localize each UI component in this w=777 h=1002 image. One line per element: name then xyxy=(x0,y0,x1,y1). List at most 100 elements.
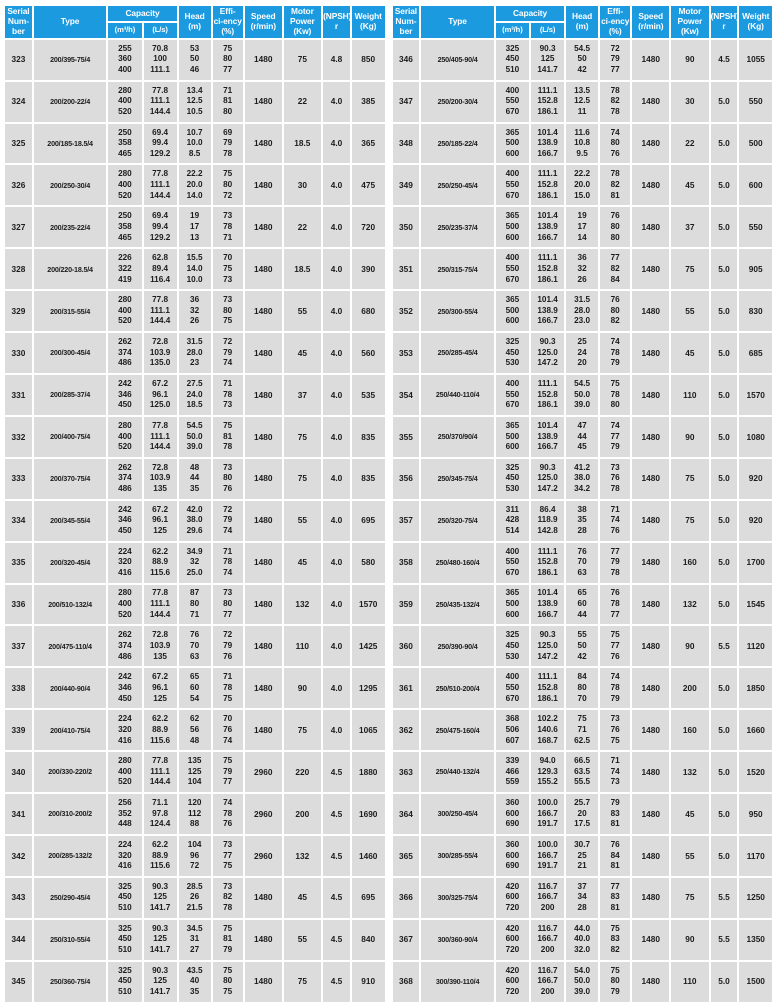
table-row[interactable]: 353 250/285-45/4 325 450 530 90.3 125.0 147.2 25… xyxy=(392,333,772,373)
cell-efficiency: 71 78 73 xyxy=(212,374,243,415)
table-body-left: 323 200/395-75/4 255 360 400 70.8 100 111.1 53 50… xyxy=(5,39,385,1002)
table-row[interactable]: 365 300/285-55/4 360 600 690 100.0 166.7 191.7 3… xyxy=(392,835,772,876)
cell-capacity-m3h: 400 550 670 xyxy=(495,374,529,415)
table-row[interactable]: 360 250/390-90/4 325 450 530 90.3 125.0 147.2 55… xyxy=(392,626,772,667)
cell-efficiency-line2: 80 xyxy=(223,473,233,483)
cell-efficiency-line2: 79 xyxy=(223,138,233,148)
table-row[interactable]: 356 250/345-75/4 325 450 530 90.3 125.0 147.2 41… xyxy=(392,458,772,499)
cell-motor-power: 90 xyxy=(671,39,709,80)
cell-capacity-m3h-line2: 450 xyxy=(118,976,132,986)
table-row[interactable]: 342 200/285-132/2 224 320 416 62.2 88.9 115.6 10… xyxy=(5,835,385,876)
header-speed-unit: (r/min) xyxy=(638,20,664,31)
cell-capacity-m3h-line3: 510 xyxy=(118,903,132,913)
table-row[interactable]: 337 200/475-110/4 262 374 486 72.8 103.9 135 76 7… xyxy=(5,626,385,667)
table-row[interactable]: 343 250/290-45/4 325 450 510 90.3 125 141.7 28.5… xyxy=(5,877,385,918)
cell-serial-number: 337 xyxy=(5,626,32,667)
table-row[interactable]: 359 250/435-132/4 365 500 600 101.4 138.9 166.7… xyxy=(392,584,772,625)
table-row[interactable]: 336 200/510-132/4 280 400 520 77.8 111.1 144.4 8… xyxy=(5,584,385,625)
cell-efficiency-line2: 80 xyxy=(223,54,233,64)
cell-capacity-ls-line3: 115.6 xyxy=(150,735,171,745)
header-serial-line1: Serial xyxy=(7,6,30,16)
table-row[interactable]: 340 200/330-220/2 280 400 520 77.8 111.1 144.4 1… xyxy=(5,752,385,793)
table-row[interactable]: 335 200/320-45/4 224 320 416 62.2 88.9 115.6 34.… xyxy=(5,542,385,583)
cell-type: 250/310-55/4 xyxy=(33,919,107,960)
cell-serial-number: 345 xyxy=(5,961,32,1002)
table-row[interactable]: 354 250/440-110/4 400 550 670 111.1 152.8 186.1… xyxy=(392,374,772,415)
table-row[interactable]: 328 200/220-18.5/4 226 322 419 62.8 89.4 116.4 1… xyxy=(5,249,385,290)
table-row[interactable]: 355 250/370/90/4 365 500 600 101.4 138.9 166.7 4… xyxy=(392,416,772,457)
cell-efficiency: 73 82 78 xyxy=(212,877,243,918)
table-row[interactable]: 364 300/250-45/4 360 600 690 100.0 166.7 191.7 2… xyxy=(392,794,772,834)
cell-capacity-m3h-line2: 550 xyxy=(505,180,520,190)
cell-efficiency: 73 80 77 xyxy=(212,584,243,625)
table-header-right: Serial Num- ber Type Capacity Head (m) E… xyxy=(392,6,772,38)
table-row[interactable]: 329 200/315-55/4 280 400 520 77.8 111.1 144.4 36… xyxy=(5,291,385,332)
cell-capacity-ls-line2: 88.9 xyxy=(152,850,169,860)
table-row[interactable]: 338 200/440-90/4 242 346 450 67.2 96.1 125 65 60 5… xyxy=(5,668,385,709)
table-row[interactable]: 357 250/320-75/4 311 428 514 86.4 118.9 142.8 38… xyxy=(392,500,772,541)
cell-head-line2: 80 xyxy=(577,682,587,692)
cell-capacity-m3h-line3: 450 xyxy=(118,400,132,410)
cell-motor-power: 90 xyxy=(671,416,709,457)
table-row[interactable]: 339 200/410-75/4 224 320 416 62.2 88.9 115.6 62 5… xyxy=(5,710,385,751)
cell-head-line2: 32 xyxy=(577,263,587,273)
cell-capacity-m3h: 325 450 510 xyxy=(108,877,142,918)
cell-capacity-ls: 69.4 99.4 129.2 xyxy=(143,207,177,248)
cell-efficiency: 79 83 81 xyxy=(600,794,631,834)
cell-capacity-ls-line2: 166.7 xyxy=(537,850,558,860)
table-row[interactable]: 341 200/310-200/2 256 352 448 71.1 97.8 124.4 12… xyxy=(5,794,385,834)
table-row[interactable]: 346 250/405-90/4 325 450 510 90.3 125 141.7 54.5… xyxy=(392,39,772,80)
table-row[interactable]: 352 250/300-55/4 365 500 600 101.4 138.9 166.7 3… xyxy=(392,291,772,332)
cell-type: 200/510-132/4 xyxy=(33,584,107,625)
cell-motor-power: 37 xyxy=(283,374,322,415)
table-row[interactable]: 349 250/250-45/4 400 550 670 111.1 152.8 186.1 2… xyxy=(392,165,772,206)
cell-efficiency-line2: 84 xyxy=(610,850,620,860)
table-row[interactable]: 326 200/250-30/4 280 400 520 77.8 111.1 144.4 22… xyxy=(5,165,385,206)
table-row[interactable]: 334 200/345-55/4 242 346 450 67.2 96.1 125 42.0 3… xyxy=(5,500,385,541)
table-row[interactable]: 332 200/400-75/4 280 400 520 77.8 111.1 144.4 54… xyxy=(5,416,385,457)
cell-head-line1: 19 xyxy=(190,211,200,221)
table-row[interactable]: 361 250/510-200/4 400 550 670 111.1 152.8 186.1… xyxy=(392,668,772,709)
table-row[interactable]: 347 250/200-30/4 400 550 670 111.1 152.8 186.1 1… xyxy=(392,81,772,122)
cell-weight: 385 xyxy=(351,81,385,122)
table-row[interactable]: 350 250/235-37/4 365 500 600 101.4 138.9 166.7 1… xyxy=(392,207,772,248)
cell-capacity-m3h-line1: 280 xyxy=(118,756,132,766)
table-row[interactable]: 325 200/185-18.5/4 250 358 465 69.4 99.4 129.2 1… xyxy=(5,123,385,164)
cell-capacity-m3h-line1: 262 xyxy=(118,337,132,347)
cell-head: 84 80 70 xyxy=(566,668,598,709)
cell-npsh: 4.0 xyxy=(323,249,350,290)
table-row[interactable]: 344 250/310-55/4 325 450 510 90.3 125 141.7 34.5… xyxy=(5,919,385,960)
cell-capacity-ls-line2: 125 xyxy=(540,54,555,64)
table-row[interactable]: 345 250/360-75/4 325 450 510 90.3 125 141.7 43.5… xyxy=(5,961,385,1002)
cell-capacity-ls-line3: 186.1 xyxy=(537,567,558,577)
cell-type: 250/285-45/4 xyxy=(421,333,494,373)
cell-head-line3: 13 xyxy=(190,232,200,242)
cell-capacity-m3h-line1: 325 xyxy=(505,337,520,347)
cell-speed: 1480 xyxy=(632,835,670,876)
cell-weight: 390 xyxy=(351,249,385,290)
cell-capacity-ls-line2: 111.1 xyxy=(150,96,170,106)
table-row[interactable]: 333 200/370-75/4 262 374 486 72.8 103.9 135 48 44… xyxy=(5,458,385,499)
table-row[interactable]: 367 300/360-90/4 420 600 720 116.7 166.7 200 44.… xyxy=(392,919,772,960)
table-row[interactable]: 358 250/480-160/4 400 550 670 111.1 152.8 186.1… xyxy=(392,542,772,583)
cell-capacity-m3h-line1: 280 xyxy=(118,420,132,430)
table-row[interactable]: 327 200/235-22/4 250 358 465 69.4 99.4 129.2 19 1… xyxy=(5,207,385,248)
table-row[interactable]: 363 250/440-132/4 339 466 559 94.0 129.3 155.2 6… xyxy=(392,752,772,793)
cell-efficiency-line1: 73 xyxy=(610,462,620,472)
cell-capacity-m3h-line1: 365 xyxy=(505,127,520,137)
table-row[interactable]: 351 250/315-75/4 400 550 670 111.1 152.8 186.1 3… xyxy=(392,249,772,290)
table-row[interactable]: 348 250/185-22/4 365 500 600 101.4 138.9 166.7 1… xyxy=(392,123,772,164)
table-row[interactable]: 330 200/300-45/4 262 374 486 72.8 103.9 135.0 31… xyxy=(5,333,385,373)
header-weight: Weight (Kg) xyxy=(351,6,385,38)
cell-capacity-m3h-line1: 360 xyxy=(505,798,520,807)
cell-type: 250/360-75/4 xyxy=(33,961,107,1002)
table-row[interactable]: 362 250/475-160/4 368 506 607 102.2 140.6 168.7… xyxy=(392,710,772,751)
table-row[interactable]: 366 300/325-75/4 420 600 720 116.7 166.7 200 37 3… xyxy=(392,877,772,918)
table-row[interactable]: 323 200/395-75/4 255 360 400 70.8 100 111.1 53 50… xyxy=(5,39,385,80)
cell-speed: 1480 xyxy=(244,249,282,290)
header-motor-power-unit: (Kw) xyxy=(680,25,699,36)
table-row[interactable]: 324 200/200-22/4 280 400 520 77.8 111.1 144.4 13… xyxy=(5,81,385,122)
table-row[interactable]: 368 300/390-110/4 420 600 720 116.7 166.7 200 54… xyxy=(392,961,772,1002)
table-row[interactable]: 331 200/285-37/4 242 346 450 67.2 96.1 125.0 27.… xyxy=(5,374,385,415)
header-serial-line1: Serial xyxy=(394,6,418,16)
